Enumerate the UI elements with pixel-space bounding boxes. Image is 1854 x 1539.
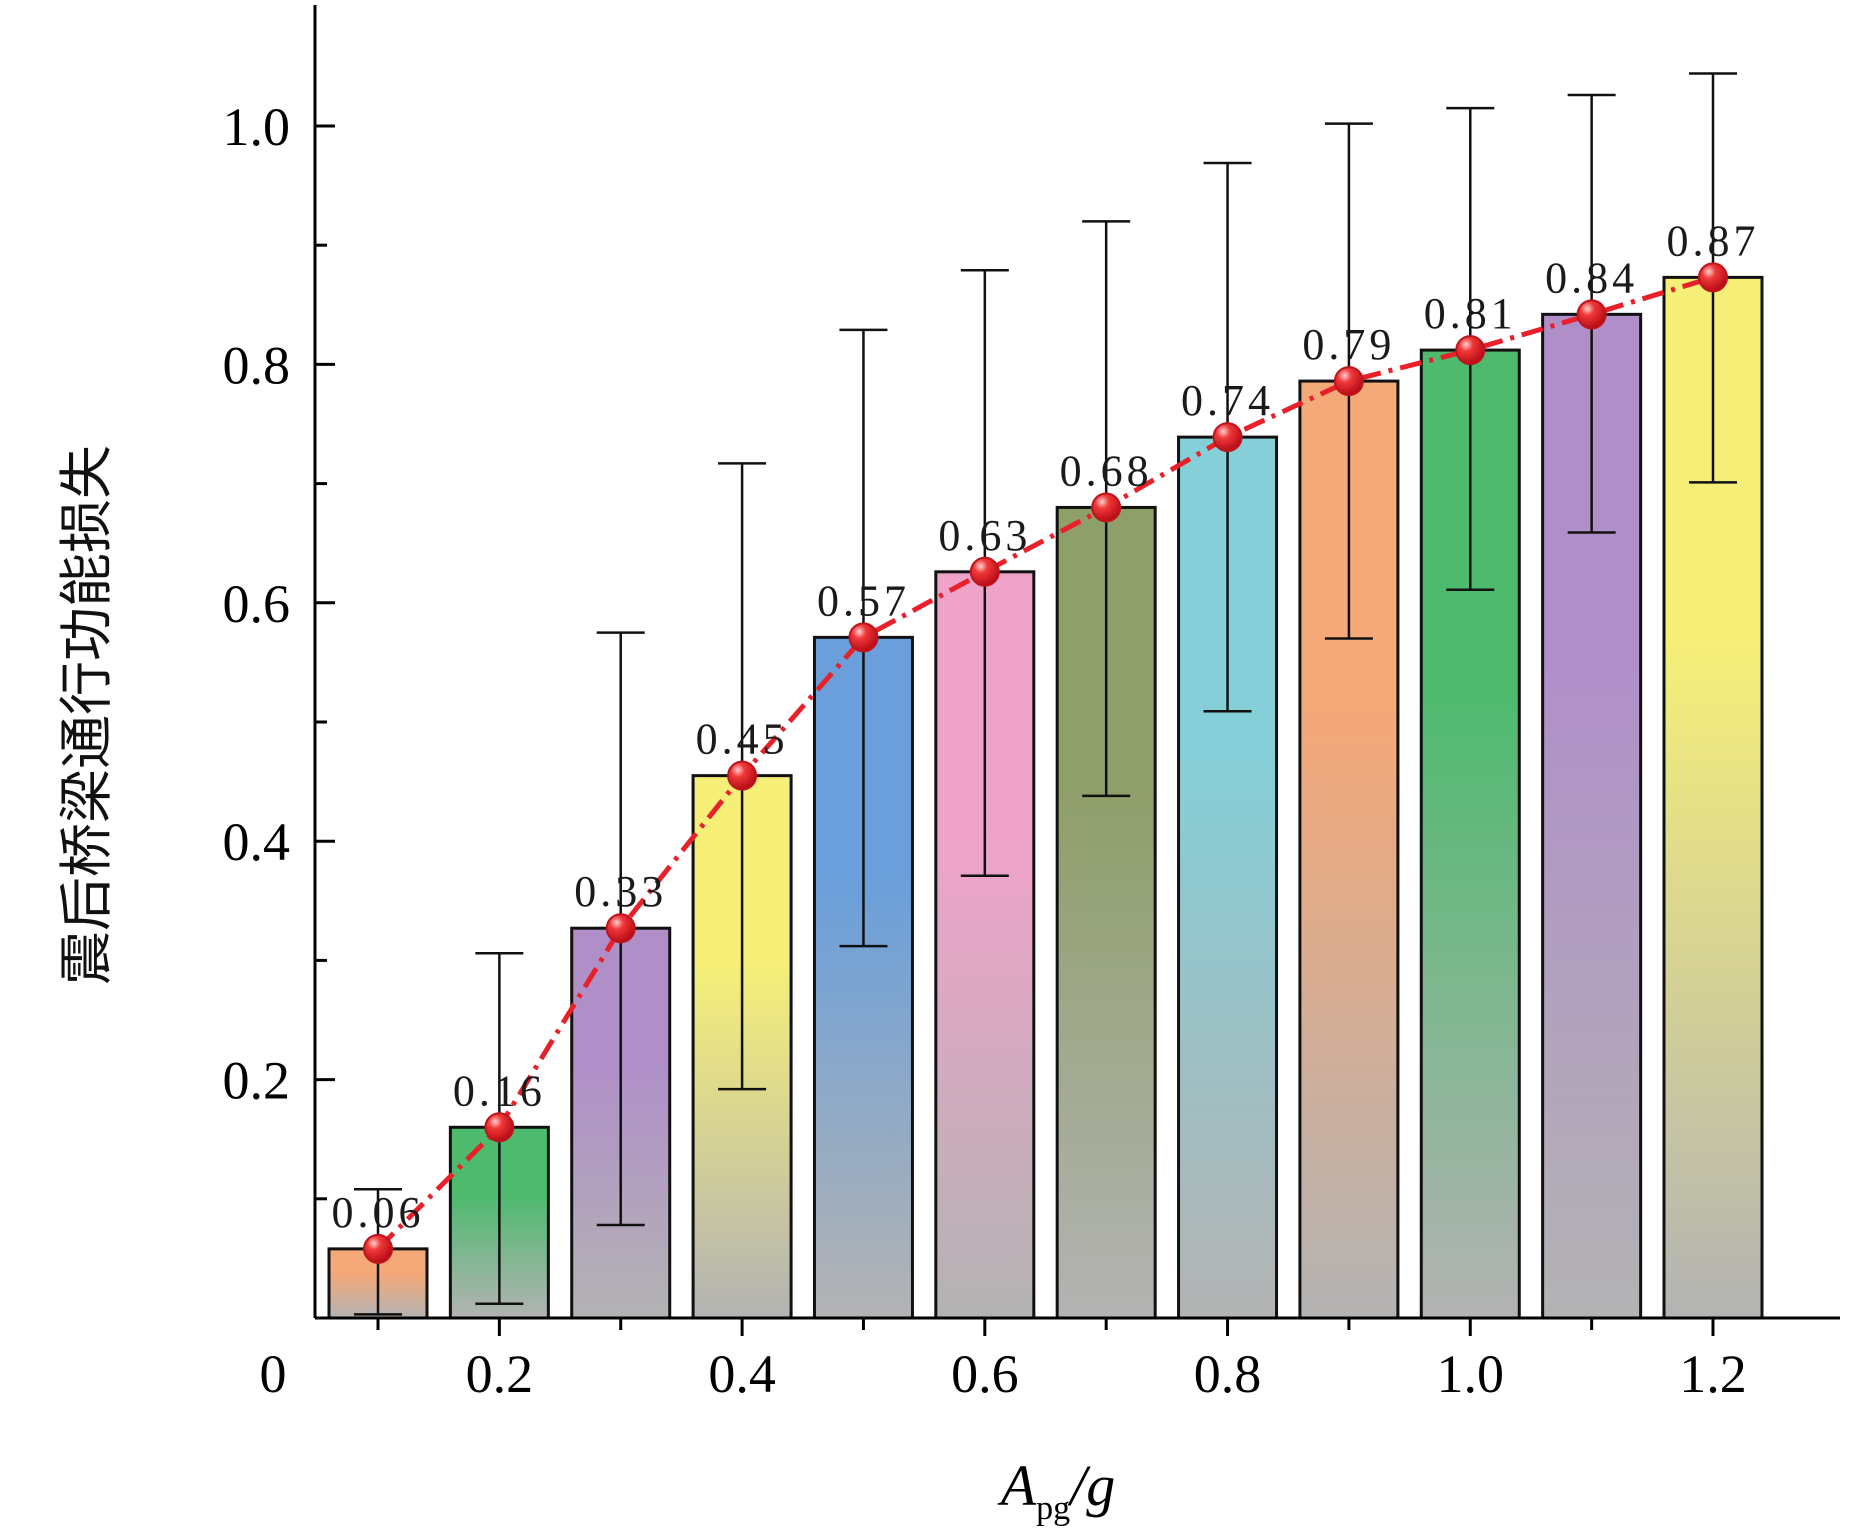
y-tick-label: 0.8 [223,335,291,395]
data-label-2: 0.33 [574,867,667,916]
data-label-11: 0.87 [1667,216,1760,265]
x-tick-label: 0.6 [951,1344,1019,1404]
axes: 0.2 0.4 0.6 0.8 1.0 0 0.2 0.4 0.6 0.8 1.0 1.2 [223,5,1840,1404]
data-point-1 [484,1112,515,1143]
bars-layer [327,275,1764,1320]
data-point-2 [605,913,636,944]
data-point-7 [1212,422,1243,453]
y-tick-label: 0.4 [223,812,291,872]
data-label-6: 0.68 [1060,446,1153,495]
x-tick-label: 0.8 [1194,1344,1262,1404]
data-point-6 [1091,492,1122,523]
x-tick-label: 0.4 [708,1344,776,1404]
data-point-5 [969,556,1000,587]
data-label-8: 0.79 [1302,320,1395,369]
y-axis-title: 震后桥梁通行功能损失 [55,445,118,985]
data-point-0 [363,1233,393,1264]
x-tick-label: 1.2 [1679,1344,1747,1404]
error-bars-layer [354,72,1737,1316]
data-label-7: 0.74 [1181,376,1274,425]
data-point-11 [1698,262,1728,293]
data-labels-layer: 0.06 0.16 0.33 0.45 0.57 0.63 0.68 0.74 0.79 0.81… [332,216,1760,1237]
x-axis-title: Apg/g [997,1453,1116,1527]
data-label-10: 0.84 [1545,253,1638,302]
x-tick-label: 0 [260,1344,287,1404]
y-tick-label: 0.6 [223,574,291,634]
data-label-3: 0.45 [696,715,789,764]
trend-line [376,274,1714,1251]
x-tick-label: 0.2 [466,1344,534,1404]
data-label-9: 0.81 [1424,289,1517,338]
x-tick-label: 1.0 [1437,1344,1505,1404]
data-point-9 [1455,335,1486,366]
trend-line-layer [363,262,1728,1264]
data-point-4 [848,622,879,653]
data-label-5: 0.63 [938,511,1031,560]
data-label-0: 0.06 [332,1188,425,1237]
y-tick-label: 0.2 [223,1051,291,1111]
data-point-10 [1576,299,1607,330]
data-label-1: 0.16 [453,1066,546,1115]
y-tick-label: 1.0 [223,97,291,157]
data-point-8 [1333,366,1364,397]
data-label-4: 0.57 [817,576,910,625]
data-point-3 [727,760,758,791]
